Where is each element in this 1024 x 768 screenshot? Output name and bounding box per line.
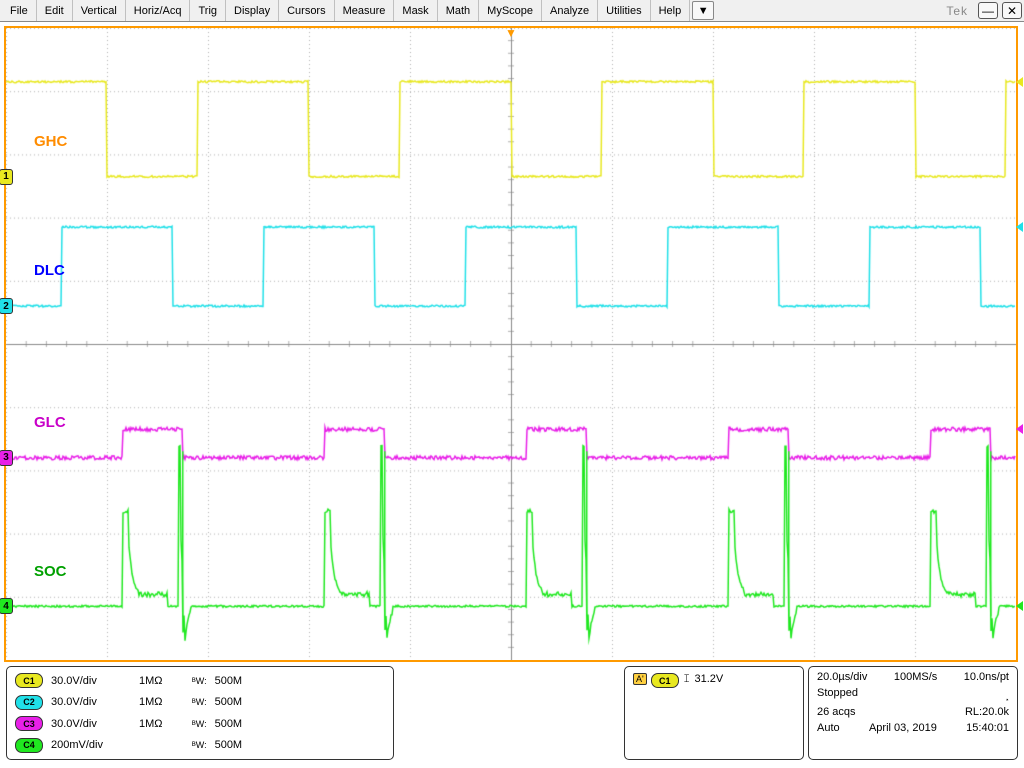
record-length: RL:20.0k	[965, 706, 1009, 718]
brand-logo: Tek	[938, 0, 976, 21]
sample-rate: 100MS/s	[894, 671, 937, 683]
bandwidth-icon: ᴮW:	[192, 676, 207, 686]
channel-info-panel: C1 30.0V/div 1MΩ ᴮW: 500M C2 30.0V/div 1MΩ ᴮW: 50…	[6, 666, 394, 760]
bottom-status-area: C1 30.0V/div 1MΩ ᴮW: 500M C2 30.0V/div 1MΩ ᴮW: 50…	[0, 664, 1024, 762]
menu-bar: FileEditVerticalHoriz/AcqTrigDisplayCurs…	[0, 0, 1024, 22]
menu-display[interactable]: Display	[226, 0, 279, 21]
acq-date: April 03, 2019	[869, 722, 937, 734]
acq-time: 15:40:01	[966, 722, 1009, 734]
channel-ground-marker-3[interactable]: 3	[0, 450, 13, 466]
channel-scale: 200mV/div	[51, 739, 131, 751]
channel-scale: 30.0V/div	[51, 696, 131, 708]
trigger-position-marker[interactable]: ▼	[505, 26, 517, 40]
channel-label-glc: GLC	[34, 414, 66, 431]
menu-mask[interactable]: Mask	[394, 0, 437, 21]
menu-file[interactable]: File	[2, 0, 37, 21]
channel-pill: C2	[15, 695, 43, 710]
menu-horizacq[interactable]: Horiz/Acq	[126, 0, 191, 21]
scope-display: GHC1DLC2GLC3SOC4▼	[4, 26, 1018, 662]
channel-right-marker-3	[1016, 424, 1023, 434]
channel-ground-marker-1[interactable]: 1	[0, 169, 13, 185]
channel-impedance: 1MΩ	[139, 675, 184, 687]
menu-math[interactable]: Math	[438, 0, 479, 21]
bandwidth-icon: ᴮW:	[192, 719, 207, 729]
trigger-mode: Auto	[817, 722, 840, 734]
channel-ground-marker-4[interactable]: 4	[0, 598, 13, 614]
timebase: 20.0µs/div	[817, 671, 867, 683]
trigger-source-badge: C1	[651, 673, 679, 688]
menu-dropdown-button[interactable]: ▼	[692, 1, 714, 20]
channel-bandwidth: 500M	[215, 718, 243, 730]
channel-pill: C3	[15, 716, 43, 731]
bandwidth-icon: ᴮW:	[192, 740, 207, 750]
channel-bandwidth: 500M	[215, 675, 243, 687]
channel-impedance: 1MΩ	[139, 696, 184, 708]
menu-measure[interactable]: Measure	[335, 0, 395, 21]
menu-cursors[interactable]: Cursors	[279, 0, 335, 21]
acq-count: 26 acqs	[817, 706, 856, 718]
bandwidth-icon: ᴮW:	[192, 697, 207, 707]
channel-pill: C4	[15, 738, 43, 753]
trigger-edge-icon: 𝙸	[683, 673, 691, 686]
run-state: Stopped	[817, 687, 858, 702]
menu-trig[interactable]: Trig	[190, 0, 226, 21]
channel-right-marker-1	[1016, 77, 1023, 87]
acquisition-panel: 20.0µs/div 100MS/s 10.0ns/pt Stopped ⸼ 2…	[808, 666, 1018, 760]
channel-right-marker-2	[1016, 222, 1023, 232]
menu-myscope[interactable]: MyScope	[479, 0, 542, 21]
channel-bandwidth: 500M	[215, 739, 243, 751]
menu-help[interactable]: Help	[651, 0, 691, 21]
trigger-level: 31.2V	[695, 673, 724, 685]
channel-label-ghc: GHC	[34, 133, 67, 150]
channel-label-dlc: DLC	[34, 262, 65, 279]
trigger-panel: A' C1 𝙸 31.2V	[624, 666, 804, 760]
channel-scale: 30.0V/div	[51, 675, 131, 687]
channel-label-soc: SOC	[34, 563, 67, 580]
channel-info-row: C4 200mV/div ᴮW: 500M	[15, 736, 385, 756]
channel-scale: 30.0V/div	[51, 718, 131, 730]
close-button[interactable]: ✕	[1002, 2, 1022, 19]
minimize-button[interactable]: —	[978, 2, 998, 19]
channel-pill: C1	[15, 673, 43, 688]
channel-info-row: C1 30.0V/div 1MΩ ᴮW: 500M	[15, 671, 385, 691]
channel-info-row: C2 30.0V/div 1MΩ ᴮW: 500M	[15, 693, 385, 713]
trigger-marker-badge: A'	[633, 673, 647, 685]
sample-mode-icon: ⸼	[1006, 687, 1009, 702]
time-resolution: 10.0ns/pt	[964, 671, 1009, 683]
channel-info-row: C3 30.0V/div 1MΩ ᴮW: 500M	[15, 714, 385, 734]
menu-vertical[interactable]: Vertical	[73, 0, 126, 21]
menu-edit[interactable]: Edit	[37, 0, 73, 21]
channel-right-marker-4	[1016, 601, 1023, 611]
channel-impedance: 1MΩ	[139, 718, 184, 730]
menu-analyze[interactable]: Analyze	[542, 0, 598, 21]
channel-bandwidth: 500M	[215, 696, 243, 708]
channel-ground-marker-2[interactable]: 2	[0, 298, 13, 314]
menu-utilities[interactable]: Utilities	[598, 0, 650, 21]
waveform-canvas	[6, 28, 1016, 660]
